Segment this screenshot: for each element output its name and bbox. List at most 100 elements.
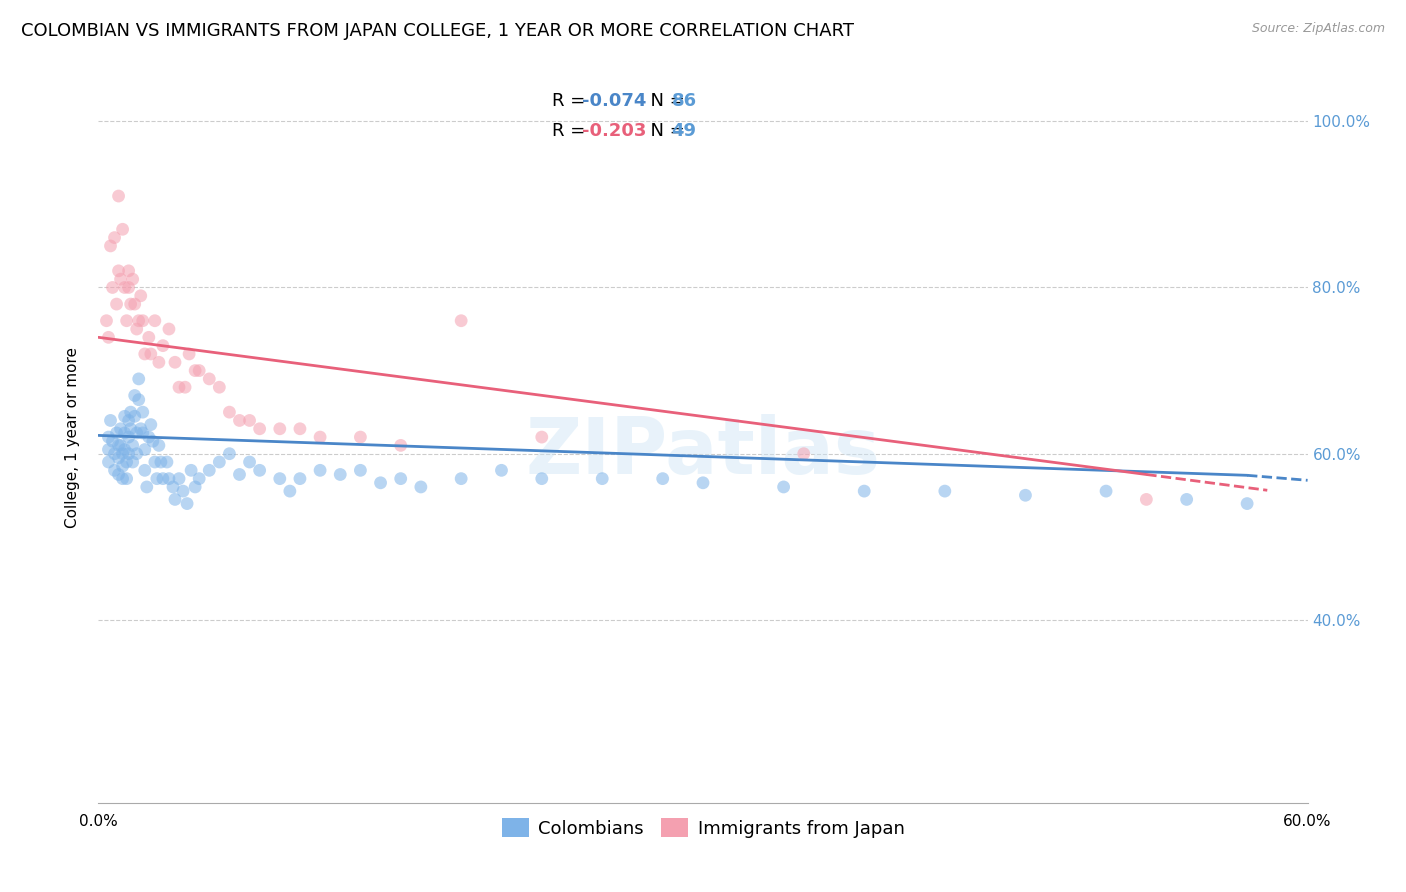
Point	[167, 472, 190, 486]
Point	[1175, 492, 1198, 507]
Point	[132, 314, 155, 328]
Point	[142, 434, 165, 449]
Point	[114, 280, 136, 294]
Point	[1135, 492, 1157, 507]
Legend: Colombians, Immigrants from Japan: Colombians, Immigrants from Japan	[491, 807, 915, 848]
Point	[124, 388, 146, 402]
Point	[125, 425, 148, 440]
Point	[692, 475, 714, 490]
Point	[172, 484, 194, 499]
Point	[530, 430, 553, 444]
Point	[409, 480, 432, 494]
Point	[118, 280, 141, 294]
Y-axis label: College, 1 year or more: College, 1 year or more	[65, 347, 80, 527]
Point	[125, 447, 148, 461]
Text: 49: 49	[672, 122, 696, 140]
Point	[124, 409, 146, 424]
Point	[152, 338, 174, 352]
Point	[107, 264, 129, 278]
Point	[134, 442, 156, 457]
Text: R =: R =	[551, 92, 591, 110]
Point	[188, 472, 211, 486]
Point	[157, 472, 180, 486]
Text: COLOMBIAN VS IMMIGRANTS FROM JAPAN COLLEGE, 1 YEAR OR MORE CORRELATION CHART: COLOMBIAN VS IMMIGRANTS FROM JAPAN COLLE…	[21, 22, 853, 40]
Point	[101, 434, 124, 449]
Point	[188, 363, 211, 377]
Point	[96, 314, 118, 328]
Point	[218, 405, 240, 419]
Point	[132, 425, 155, 440]
Point	[129, 422, 152, 436]
Point	[107, 438, 129, 452]
Point	[120, 297, 142, 311]
Point	[124, 297, 146, 311]
Point	[100, 239, 122, 253]
Point	[176, 497, 198, 511]
Point	[138, 430, 160, 444]
Point	[208, 380, 231, 394]
Text: -0.203: -0.203	[582, 122, 647, 140]
Point	[128, 314, 150, 328]
Point	[162, 480, 184, 494]
Point	[184, 480, 207, 494]
Point	[111, 447, 134, 461]
Point	[450, 472, 472, 486]
Point	[349, 463, 371, 477]
Point	[651, 472, 673, 486]
Point	[143, 455, 166, 469]
Point	[121, 455, 143, 469]
Point	[180, 463, 202, 477]
Text: Source: ZipAtlas.com: Source: ZipAtlas.com	[1251, 22, 1385, 36]
Point	[389, 438, 412, 452]
Point	[114, 442, 136, 457]
Point	[184, 363, 207, 377]
Point	[148, 355, 170, 369]
Point	[138, 330, 160, 344]
Point	[134, 347, 156, 361]
Point	[239, 413, 262, 427]
Point	[118, 264, 141, 278]
Point	[110, 272, 132, 286]
Text: ZIPatlas: ZIPatlas	[526, 414, 880, 490]
Point	[149, 455, 172, 469]
Point	[115, 314, 138, 328]
Point	[329, 467, 352, 482]
Point	[97, 430, 120, 444]
Point	[129, 289, 152, 303]
Point	[269, 472, 291, 486]
Text: 86: 86	[672, 92, 697, 110]
Point	[143, 314, 166, 328]
Text: N =: N =	[638, 92, 690, 110]
Point	[114, 425, 136, 440]
Point	[530, 472, 553, 486]
Point	[118, 430, 141, 444]
Point	[110, 438, 132, 452]
Point	[120, 405, 142, 419]
Point	[249, 422, 271, 436]
Point	[491, 463, 513, 477]
Point	[370, 475, 392, 490]
Point	[107, 450, 129, 465]
Point	[288, 472, 311, 486]
Point	[139, 417, 162, 432]
Point	[278, 484, 301, 499]
Point	[110, 422, 132, 436]
Point	[163, 355, 186, 369]
Point	[288, 422, 311, 436]
Point	[179, 347, 201, 361]
Point	[107, 467, 129, 482]
Text: -0.074: -0.074	[582, 92, 647, 110]
Point	[103, 447, 125, 461]
Point	[239, 455, 262, 469]
Point	[105, 297, 128, 311]
Point	[97, 455, 120, 469]
Point	[228, 413, 250, 427]
Point	[148, 438, 170, 452]
Point	[167, 380, 190, 394]
Point	[132, 405, 155, 419]
Point	[309, 430, 332, 444]
Point	[135, 480, 157, 494]
Point	[115, 472, 138, 486]
Point	[115, 455, 138, 469]
Point	[389, 472, 412, 486]
